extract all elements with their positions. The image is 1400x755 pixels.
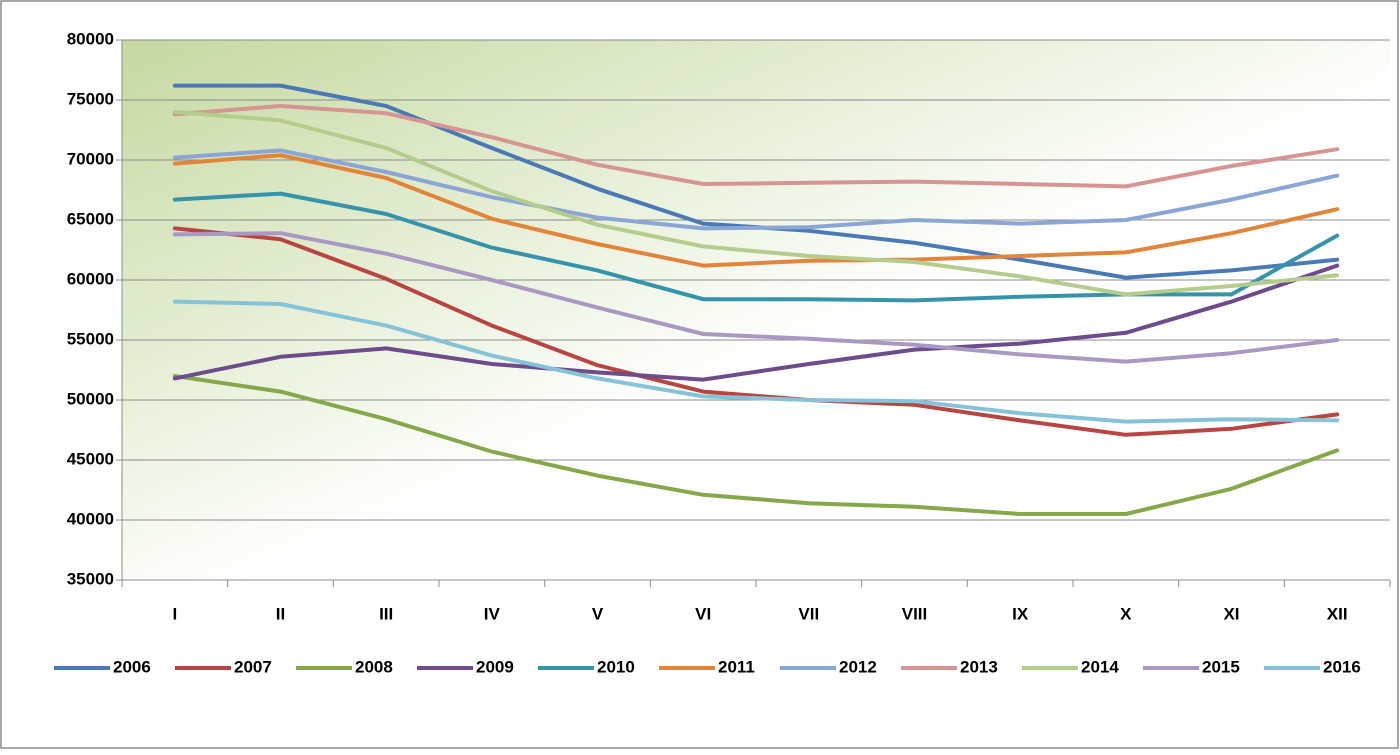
x-tick-label: II: [276, 604, 285, 623]
y-tick-label: 45000: [67, 449, 114, 468]
legend-label: 2007: [234, 657, 272, 676]
series-line: [172, 263, 1340, 382]
legend-label: 2014: [1081, 657, 1119, 676]
y-tick-label: 80000: [67, 29, 114, 48]
y-tick-label: 75000: [67, 89, 114, 108]
series-line: [172, 148, 1340, 231]
series-line: [172, 153, 1340, 268]
legend-label: 2016: [1323, 657, 1361, 676]
series-line: [172, 104, 1340, 189]
y-tick-label: 35000: [67, 569, 114, 588]
x-tick-label: IX: [1012, 604, 1029, 623]
legend-label: 2011: [718, 657, 755, 676]
x-tick-label: VIII: [902, 604, 928, 623]
x-tick-label: X: [1120, 604, 1132, 623]
y-tick-label: 50000: [67, 389, 114, 408]
x-tick-label: VII: [798, 604, 819, 623]
x-tick-label: VI: [695, 604, 711, 623]
x-tick-label: XI: [1223, 604, 1239, 623]
x-tick-label: III: [379, 604, 393, 623]
x-tick-label: IV: [484, 604, 501, 623]
x-tick-label: V: [592, 604, 604, 623]
x-tick-label: XII: [1327, 604, 1348, 623]
legend-label: 2008: [355, 657, 393, 676]
series-line: [172, 110, 1340, 297]
y-tick-label: 65000: [67, 209, 114, 228]
legend-label: 2010: [597, 657, 635, 676]
legend-label: 2013: [960, 657, 998, 676]
legend-label: 2012: [839, 657, 877, 676]
y-tick-label: 60000: [67, 269, 114, 288]
series-line: [172, 226, 1340, 437]
plot-area: [122, 40, 1390, 580]
series-line: [172, 299, 1340, 424]
y-tick-label: 55000: [67, 329, 114, 348]
y-tick-label: 40000: [67, 509, 114, 528]
series-line: [172, 231, 1340, 364]
series-line: [172, 374, 1340, 516]
x-tick-label: I: [172, 604, 177, 623]
legend-label: 2015: [1202, 657, 1240, 676]
legend-label: 2006: [113, 657, 151, 676]
y-tick-label: 70000: [67, 149, 114, 168]
legend-label: 2009: [476, 657, 514, 676]
